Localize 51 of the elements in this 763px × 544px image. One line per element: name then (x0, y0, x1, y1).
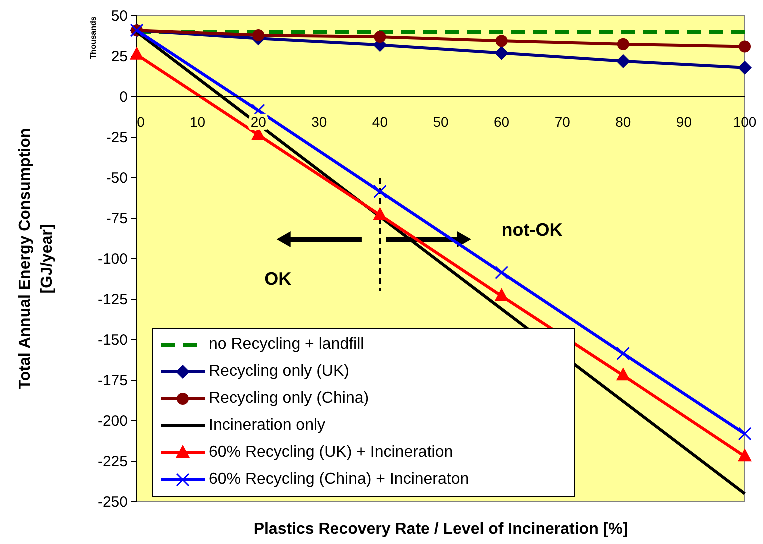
y-tick-label: -125 (98, 291, 128, 308)
legend-label: Recycling only (UK) (209, 363, 350, 380)
y-tick-label: -200 (98, 412, 128, 430)
legend-label: Recycling only (China) (209, 390, 370, 408)
y-tick-label: -225 (98, 453, 128, 470)
x-tick-label: 60 (494, 114, 510, 130)
legend-label: 60% Recycling (China) + Incineraton (209, 471, 470, 488)
text: Thousands (89, 16, 98, 60)
point (496, 35, 508, 48)
point (739, 40, 751, 53)
point (617, 38, 630, 50)
point (494, 46, 509, 60)
annotation: OK (264, 268, 292, 289)
y-axis-title: Total Annual Energy Consumption [GJ/year] (17, 128, 56, 390)
y-tick-label: 25 (111, 48, 128, 66)
point (373, 185, 387, 199)
x-axis-title: Plastics Recovery Rate / Level of Incineration [%] (254, 521, 628, 538)
point (616, 54, 630, 68)
point (616, 368, 630, 381)
x-tick-label: 100 (733, 114, 757, 130)
legend-label: Incineration only (209, 417, 326, 434)
x-tick-label: 90 (676, 114, 692, 130)
legend-label: no Recycling + landfill (209, 336, 364, 354)
x-tick-label: 0 (137, 114, 146, 130)
annotation: not-OK (502, 220, 563, 240)
legend-label: 60% Recycling (UK) + Incineration (209, 444, 454, 462)
x-tick-label: 10 (190, 114, 206, 130)
y-tick-label: -50 (106, 170, 128, 187)
y-tick-label: -75 (106, 210, 128, 228)
point (616, 347, 630, 361)
y-tick-label: -100 (98, 250, 128, 268)
point (252, 29, 265, 42)
point (495, 266, 509, 280)
x-tick-label: 40 (372, 114, 388, 130)
y-tick-label: -250 (98, 494, 128, 511)
point (738, 448, 752, 462)
point (738, 427, 752, 441)
point (374, 31, 386, 44)
point (373, 207, 388, 220)
y-tick-label: -150 (98, 332, 128, 349)
y-tick-label: -25 (106, 129, 128, 146)
y-tick-label: -175 (98, 372, 128, 390)
y-tick-label: 50 (111, 8, 128, 25)
x-tick-label: 20 (250, 114, 267, 130)
x-tick-label: 70 (554, 114, 571, 130)
point (738, 60, 752, 75)
point (494, 288, 509, 302)
x-tick-label: 50 (433, 114, 449, 130)
x-tick-label: 80 (616, 114, 632, 130)
x-tick-label: 30 (312, 114, 328, 130)
y-tick-label: 0 (120, 88, 128, 106)
